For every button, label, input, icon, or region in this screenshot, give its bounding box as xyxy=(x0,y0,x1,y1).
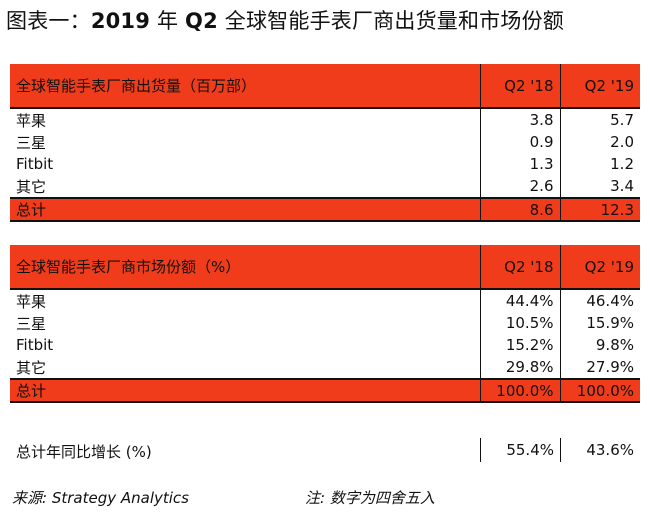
row-value-19: 46.4% xyxy=(559,289,640,312)
title-quarter: Q2 xyxy=(185,9,218,33)
row-name: 其它 xyxy=(10,175,480,199)
row-value-18: 10.5% xyxy=(479,312,560,334)
total-value-18: 100.0% xyxy=(479,379,560,403)
title-rest: 全球智能手表厂商出货量和市场份额 xyxy=(217,9,564,33)
table-row: 三星 10.5% 15.9% xyxy=(10,312,640,334)
shipments-col-q2-18: Q2 '18 xyxy=(479,64,560,109)
table-row: Fitbit 1.3 1.2 xyxy=(10,153,640,175)
yoy-growth-value-19: 43.6% xyxy=(560,438,640,462)
row-value-18: 15.2% xyxy=(479,334,560,356)
yoy-growth-value-18: 55.4% xyxy=(480,438,560,462)
row-name: Fitbit xyxy=(16,155,54,173)
table-row: 其它 29.8% 27.9% xyxy=(10,356,640,380)
title-year: 2019 xyxy=(90,9,151,33)
row-name: 苹果 xyxy=(16,111,47,130)
shipments-header-row: 全球智能手表厂商出货量（百万部） Q2 '18 Q2 '19 xyxy=(10,64,640,109)
row-value-19: 15.9% xyxy=(559,312,640,334)
yoy-growth-row: 总计年同比增长 (%) 55.4% 43.6% xyxy=(10,438,640,462)
row-value-18: 44.4% xyxy=(479,289,560,312)
table-row: 苹果 3.8 5.7 xyxy=(10,108,640,131)
row-name: 三星 xyxy=(16,314,47,333)
yoy-growth-label: 总计年同比增长 (%) xyxy=(16,443,152,461)
page-title: 图表一：2019 年 Q2 全球智能手表厂商出货量和市场份额 xyxy=(6,6,646,36)
source-note: 来源: Strategy Analytics xyxy=(12,489,189,507)
row-value-19: 2.0 xyxy=(559,131,640,153)
table-row: 苹果 44.4% 46.4% xyxy=(10,289,640,312)
total-label: 总计 xyxy=(10,379,480,403)
row-value-18: 0.9 xyxy=(479,131,560,153)
total-value-18: 8.6 xyxy=(479,198,560,222)
title-mid: 年 xyxy=(150,9,186,33)
shipments-total-row: 总计 8.6 12.3 xyxy=(10,198,640,222)
share-col-q2-19: Q2 '19 xyxy=(559,245,640,290)
row-value-18: 1.3 xyxy=(479,153,560,175)
shipments-header: 全球智能手表厂商出货量（百万部） xyxy=(10,64,480,109)
row-value-18: 2.6 xyxy=(479,175,560,199)
share-header: 全球智能手表厂商市场份额（%） xyxy=(10,245,480,290)
row-value-18: 29.8% xyxy=(479,356,560,380)
row-value-19: 27.9% xyxy=(559,356,640,380)
table-row: Fitbit 15.2% 9.8% xyxy=(10,334,640,356)
row-value-19: 3.4 xyxy=(559,175,640,199)
row-name: 三星 xyxy=(16,133,47,152)
shipments-table: 全球智能手表厂商出货量（百万部） Q2 '18 Q2 '19 苹果 3.8 5.… xyxy=(10,64,640,222)
total-label: 总计 xyxy=(10,198,480,222)
share-header-row: 全球智能手表厂商市场份额（%） Q2 '18 Q2 '19 xyxy=(10,245,640,290)
row-value-19: 9.8% xyxy=(559,334,640,356)
share-col-q2-18: Q2 '18 xyxy=(479,245,560,290)
table-row: 其它 2.6 3.4 xyxy=(10,175,640,199)
row-name: Fitbit xyxy=(16,336,54,354)
rounding-note: 注: 数字为四舍五入 xyxy=(305,489,435,507)
shipments-col-q2-19: Q2 '19 xyxy=(559,64,640,109)
row-name: 其它 xyxy=(10,356,480,380)
table-row: 三星 0.9 2.0 xyxy=(10,131,640,153)
share-total-row: 总计 100.0% 100.0% xyxy=(10,379,640,403)
total-value-19: 100.0% xyxy=(559,379,640,403)
row-value-19: 5.7 xyxy=(559,108,640,131)
row-name: 苹果 xyxy=(16,292,47,311)
row-value-18: 3.8 xyxy=(479,108,560,131)
title-prefix: 图表一： xyxy=(6,9,91,33)
row-value-19: 1.2 xyxy=(559,153,640,175)
total-value-19: 12.3 xyxy=(559,198,640,222)
market-share-table: 全球智能手表厂商市场份额（%） Q2 '18 Q2 '19 苹果 44.4% 4… xyxy=(10,245,640,403)
